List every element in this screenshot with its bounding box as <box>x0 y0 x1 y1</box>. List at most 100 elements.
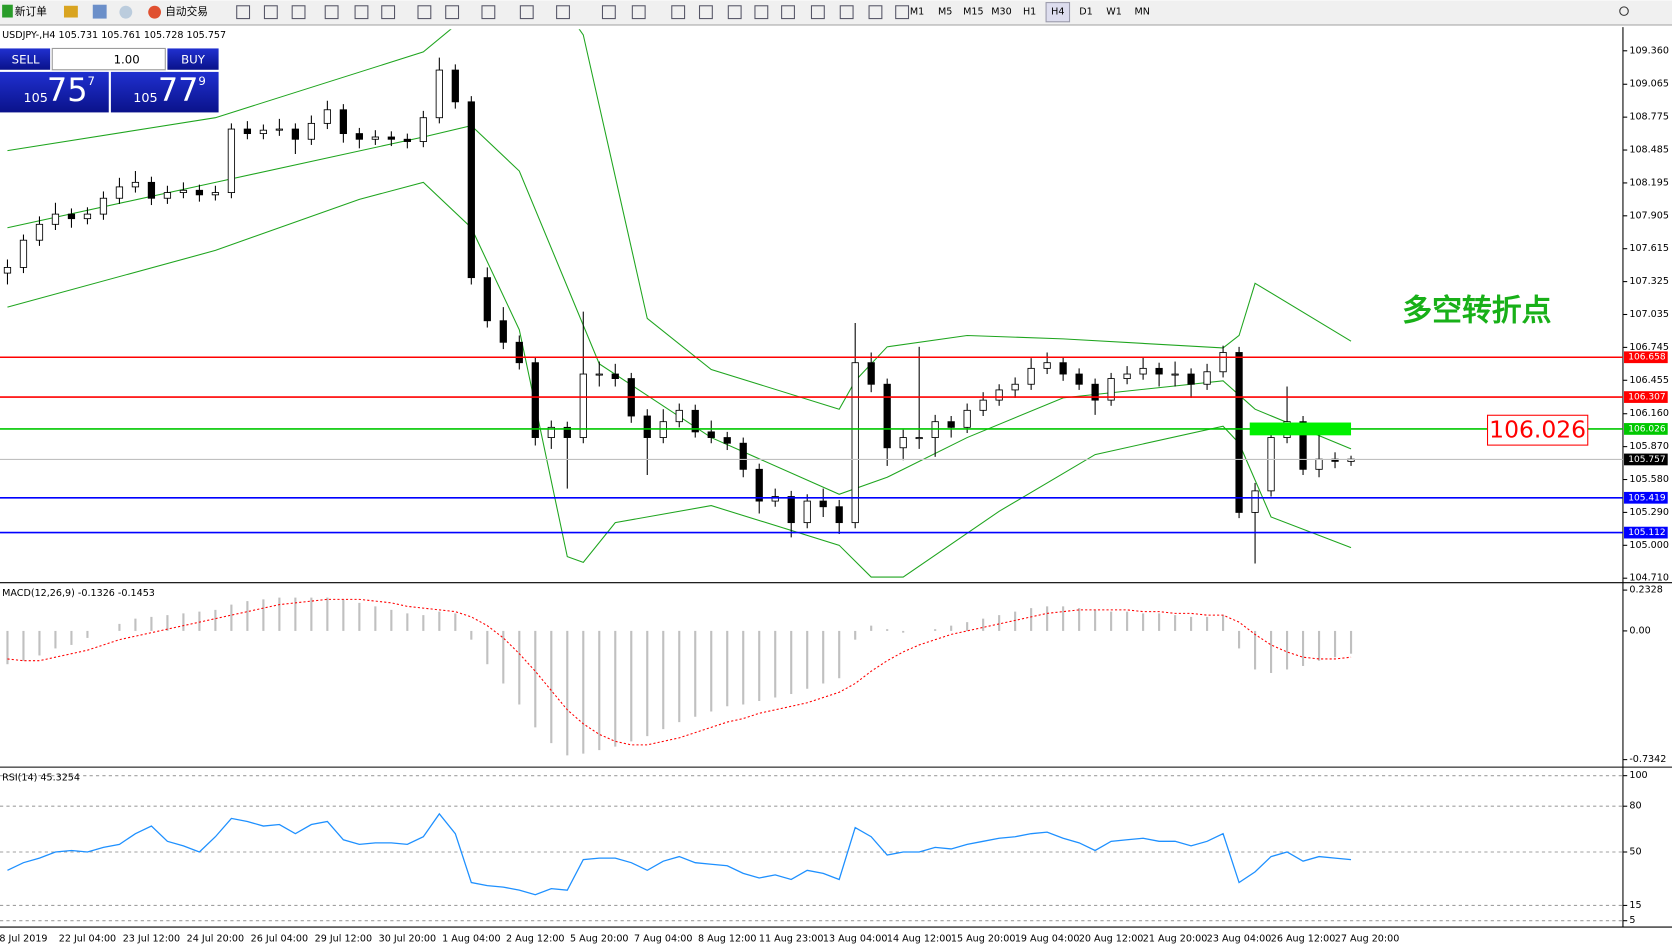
sell-price-mid: 75 <box>47 71 88 109</box>
candle-body <box>1091 383 1099 401</box>
toolbar-icon[interactable] <box>445 5 460 20</box>
toolbar-icon[interactable] <box>781 5 795 20</box>
toolbar-icon[interactable] <box>631 5 646 20</box>
timeframe-button[interactable]: H1 <box>1023 7 1036 18</box>
search-icon[interactable] <box>1619 6 1629 16</box>
y-tick-label: 107.325 <box>1629 276 1669 287</box>
y-tick-label: 80 <box>1629 801 1641 812</box>
toolbar-icon[interactable] <box>868 5 883 20</box>
candle-body <box>291 128 299 140</box>
toolbar-icon[interactable] <box>291 5 306 20</box>
toolbar-icon[interactable] <box>556 5 570 20</box>
toolbar-icons <box>236 5 910 20</box>
candle-body <box>1155 367 1163 375</box>
timeframe-button[interactable]: MN <box>1135 7 1150 18</box>
candle-body <box>1107 378 1115 401</box>
candle-body <box>595 373 603 376</box>
trade-panel: SELL 1.00 BUY 105 75 7 105 77 9 <box>0 47 219 113</box>
candle-body <box>1043 362 1051 369</box>
auto-trading-icon[interactable] <box>148 5 162 19</box>
toolbar-icon[interactable] <box>601 5 616 20</box>
toolbar-icon[interactable] <box>92 4 107 19</box>
toolbar-icon[interactable] <box>671 5 686 20</box>
y-tick-label: 107.615 <box>1629 243 1669 254</box>
timeframe-button[interactable]: W1 <box>1106 7 1122 18</box>
timeframe-button[interactable]: H4 <box>1051 7 1064 18</box>
price-level-label: 105.112 <box>1628 528 1665 538</box>
candle-body <box>51 213 60 225</box>
x-tick-label: 27 Aug 20:00 <box>1335 933 1400 944</box>
lots-field[interactable] <box>51 47 166 71</box>
candle-body <box>467 101 475 279</box>
sell-label[interactable]: SELL <box>12 53 40 67</box>
candle-body <box>355 133 363 140</box>
toolbar-icon[interactable] <box>895 5 910 20</box>
candle-body <box>531 362 539 438</box>
toolbar-icon[interactable] <box>839 5 854 20</box>
toolbar-icon[interactable] <box>354 5 369 20</box>
toolbar-icon[interactable] <box>519 5 534 20</box>
x-tick-label: 1 Aug 04:00 <box>442 933 501 944</box>
toolbar-icon[interactable] <box>236 5 251 20</box>
timeframe-button[interactable]: M15 <box>963 7 983 18</box>
y-tick-label: 105.290 <box>1629 507 1669 518</box>
buy-price-box[interactable] <box>110 71 219 113</box>
buy-button[interactable] <box>167 48 219 70</box>
rsi-line <box>7 812 1352 896</box>
candle-body <box>1011 383 1019 391</box>
toolbar-icon[interactable] <box>417 5 432 20</box>
y-tick-label: 0.2328 <box>1629 585 1663 596</box>
candle-body <box>515 341 523 364</box>
toolbar-icon[interactable] <box>381 5 396 20</box>
candle-body <box>563 426 571 438</box>
candle-body <box>611 373 619 380</box>
candle-body <box>1219 352 1227 373</box>
timeframes: M1 M5 M15 M30 H1 H4 D1 W1 MN <box>910 2 1150 23</box>
macd-signal <box>7 598 1352 746</box>
timeframe-button[interactable]: M5 <box>938 7 952 18</box>
sell-price-box[interactable] <box>0 71 109 113</box>
toolbar-icon[interactable] <box>754 5 769 20</box>
candle-body <box>19 239 28 268</box>
candle-body <box>963 409 971 428</box>
bollinger-band <box>7 181 1352 578</box>
toolbar-icon[interactable] <box>727 5 742 20</box>
price-level-tag <box>1624 423 1668 435</box>
timeframe-button[interactable]: M1 <box>910 7 924 18</box>
toolbar-icon[interactable] <box>263 5 278 20</box>
overlay: 109.360 109.065 108.775 108.485 108.195 107.9… <box>0 45 1669 944</box>
candle-body <box>1251 490 1259 513</box>
candle-body <box>115 186 124 199</box>
x-tick-label: 15 Aug 20:00 <box>951 933 1016 944</box>
candle-body <box>83 213 92 220</box>
new-order-button[interactable]: 新订单 <box>15 5 47 18</box>
auto-trading-button[interactable]: 自动交易 <box>165 5 208 18</box>
chart-window <box>0 27 1672 951</box>
candle-body <box>579 373 587 438</box>
timeframe-selected[interactable] <box>1045 2 1071 23</box>
toolbar-icon[interactable] <box>481 5 496 20</box>
y-tick-label: 108.485 <box>1629 145 1669 156</box>
lots-value[interactable]: 1.00 <box>114 53 140 67</box>
new-order-icon[interactable] <box>2 4 13 18</box>
y-tick-label: 109.065 <box>1629 79 1669 90</box>
candle-body <box>1267 437 1275 492</box>
timeframe-button[interactable]: M30 <box>991 7 1011 18</box>
candle-body <box>371 136 379 140</box>
y-tick-label: 107.035 <box>1629 309 1669 320</box>
candle-body <box>499 320 507 343</box>
toolbar-icon[interactable] <box>810 5 825 20</box>
buy-label[interactable]: BUY <box>181 53 206 67</box>
toolbar-icon[interactable] <box>63 5 78 18</box>
candle-body <box>723 437 731 444</box>
toolbar-icon[interactable] <box>324 5 339 20</box>
toolbar-icon[interactable] <box>119 5 133 19</box>
y-tick-label: 105.870 <box>1629 441 1669 452</box>
price-level-tag <box>1624 491 1668 504</box>
sell-button[interactable] <box>0 48 51 70</box>
toolbar-icon[interactable] <box>698 5 713 20</box>
x-tick-label: 21 Aug 20:00 <box>1143 933 1208 944</box>
timeframe-button[interactable]: D1 <box>1079 7 1092 18</box>
x-tick-label: 14 Aug 12:00 <box>887 933 952 944</box>
